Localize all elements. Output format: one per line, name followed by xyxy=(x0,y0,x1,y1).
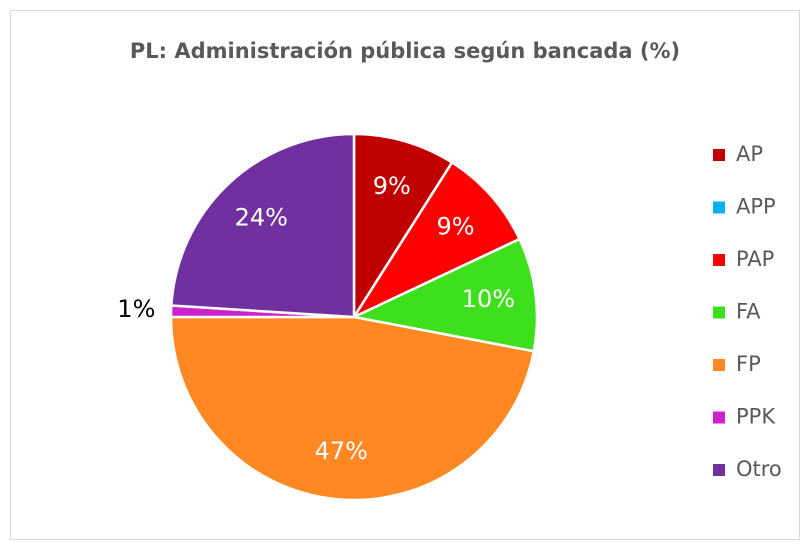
chart-title: PL: Administración pública según bancada… xyxy=(130,39,680,63)
pie-slice xyxy=(169,315,536,502)
legend-swatch xyxy=(713,149,725,161)
pie-slice xyxy=(352,132,454,322)
pie-slice xyxy=(349,237,539,353)
data-label: 24% xyxy=(235,203,288,231)
legend-label: PAP xyxy=(736,247,774,271)
pie-slice xyxy=(170,132,356,319)
pie-slice xyxy=(350,160,522,320)
legend-label: PPK xyxy=(736,405,776,429)
legend-swatch xyxy=(713,254,725,266)
legend-swatch xyxy=(713,411,725,424)
data-label: 47% xyxy=(315,437,368,465)
legend-label: FP xyxy=(736,352,761,376)
data-label: 9% xyxy=(437,212,475,240)
data-label: 1% xyxy=(117,295,155,323)
legend-swatch xyxy=(713,201,725,214)
data-label: 9% xyxy=(373,172,411,200)
legend-label: FA xyxy=(736,300,761,324)
legend-label: APP xyxy=(736,195,776,219)
legend-swatch xyxy=(713,359,725,371)
legend-swatch xyxy=(713,306,725,319)
legend-swatch xyxy=(713,464,725,476)
data-label: 10% xyxy=(462,285,515,313)
legend-label: Otro xyxy=(736,457,782,481)
legend-label: AP xyxy=(736,142,763,166)
